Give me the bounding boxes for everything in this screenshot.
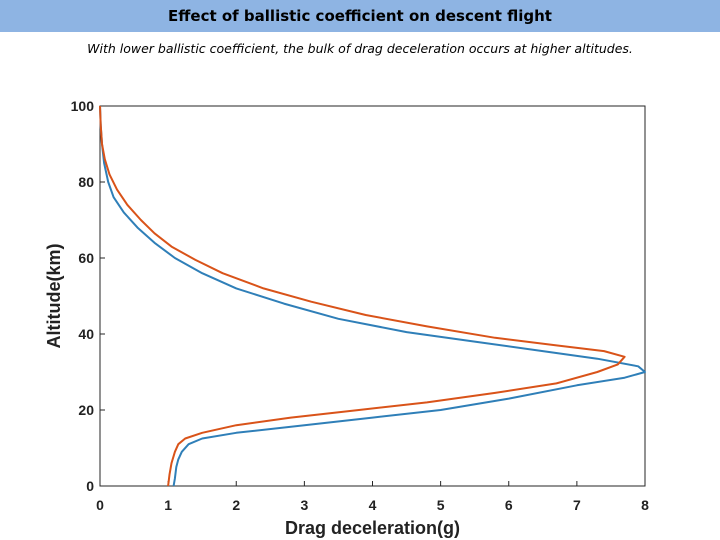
y-axis-label: Altitude(km) bbox=[44, 244, 64, 349]
y-tick-label: 20 bbox=[78, 402, 94, 418]
slide-subtitle: With lower ballistic coefficient, the bu… bbox=[87, 41, 633, 56]
series-line-1 bbox=[99, 105, 646, 487]
x-axis-label: Drag deceleration(g) bbox=[285, 518, 460, 538]
y-tick-label: 60 bbox=[78, 250, 94, 266]
x-tick-label: 7 bbox=[573, 497, 581, 513]
x-tick-label: 1 bbox=[164, 497, 172, 513]
x-tick-label: 8 bbox=[641, 497, 649, 513]
series-lines bbox=[99, 105, 646, 487]
plot-area bbox=[99, 105, 646, 487]
x-tick-label: 6 bbox=[505, 497, 513, 513]
y-tick-label: 40 bbox=[78, 326, 94, 342]
x-tick-label: 0 bbox=[96, 497, 104, 513]
x-tick-label: 5 bbox=[437, 497, 445, 513]
y-tick-label: 0 bbox=[86, 478, 94, 494]
y-ticks: 0 20 40 60 80 100 bbox=[71, 98, 105, 494]
slide-title: Effect of ballistic coefficient on desce… bbox=[168, 7, 552, 25]
series-line-2 bbox=[99, 105, 626, 487]
x-tick-label: 2 bbox=[232, 497, 240, 513]
title-bar: Effect of ballistic coefficient on desce… bbox=[0, 0, 720, 32]
x-ticks: 0 1 2 3 4 5 6 7 8 bbox=[96, 481, 649, 513]
x-tick-label: 4 bbox=[369, 497, 377, 513]
x-tick-label: 3 bbox=[300, 497, 308, 513]
y-tick-label: 100 bbox=[71, 98, 95, 114]
y-tick-label: 80 bbox=[78, 174, 94, 190]
